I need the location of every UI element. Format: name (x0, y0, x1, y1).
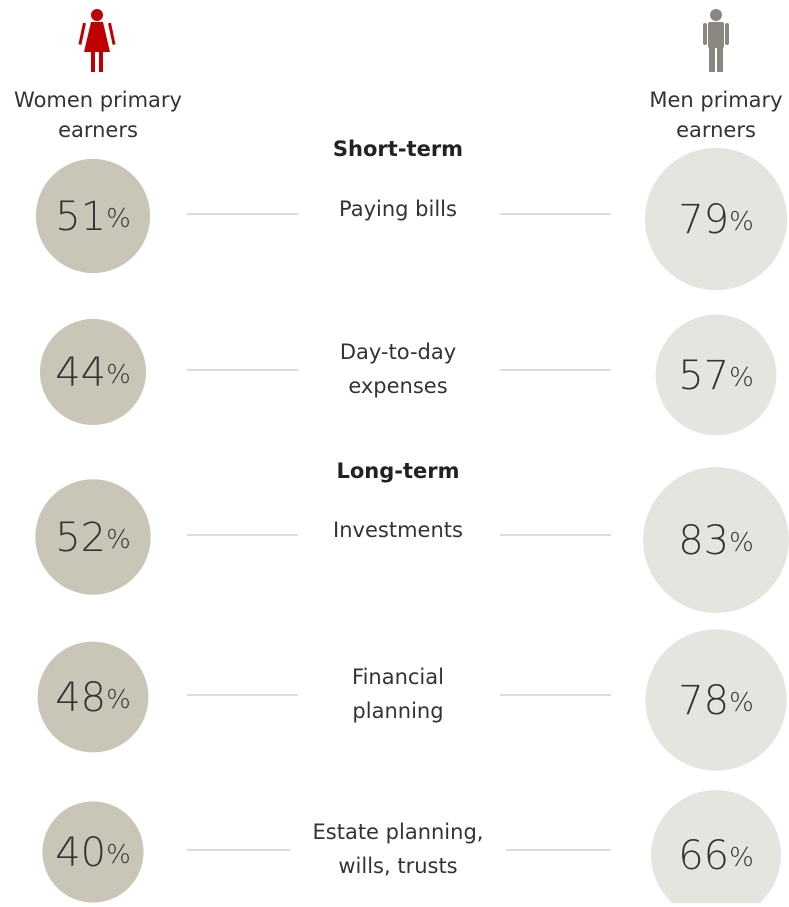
bubble (42, 801, 144, 903)
category-label: Estate planning, (313, 820, 484, 844)
bubble (651, 790, 781, 907)
bubble (35, 479, 151, 595)
legend-label: earners (58, 118, 138, 142)
bubble (35, 158, 151, 274)
category-label: Paying bills (339, 197, 457, 221)
bubble (645, 629, 787, 771)
section-header: Short-term (333, 137, 463, 161)
value-label: 40% (55, 830, 131, 876)
bubble (643, 467, 789, 613)
category-label: Investments (333, 518, 463, 542)
category-label: Day-to-day (340, 340, 456, 364)
legend-label: Women primary (14, 88, 182, 112)
legend-label: Men primary (649, 88, 782, 112)
section-header: Long-term (336, 459, 459, 483)
category-label: wills, trusts (338, 854, 457, 878)
bubble (39, 318, 147, 426)
category-label: planning (352, 699, 443, 723)
value-label: 79% (678, 197, 754, 243)
value-label: 78% (678, 678, 754, 724)
man-icon (703, 9, 729, 72)
value-label: 83% (678, 518, 754, 564)
legend-label: earners (676, 118, 756, 142)
woman-icon (78, 9, 116, 72)
value-label: 44% (55, 350, 131, 396)
bubble (644, 147, 788, 291)
value-label: 48% (55, 675, 131, 721)
value-label: 57% (678, 353, 754, 399)
bubble (37, 641, 149, 753)
bubble (655, 314, 777, 436)
value-label: 51% (55, 194, 131, 240)
category-label: expenses (348, 374, 447, 398)
category-label: Financial (352, 665, 444, 689)
value-label: 66% (678, 833, 754, 879)
value-label: 52% (55, 515, 131, 561)
